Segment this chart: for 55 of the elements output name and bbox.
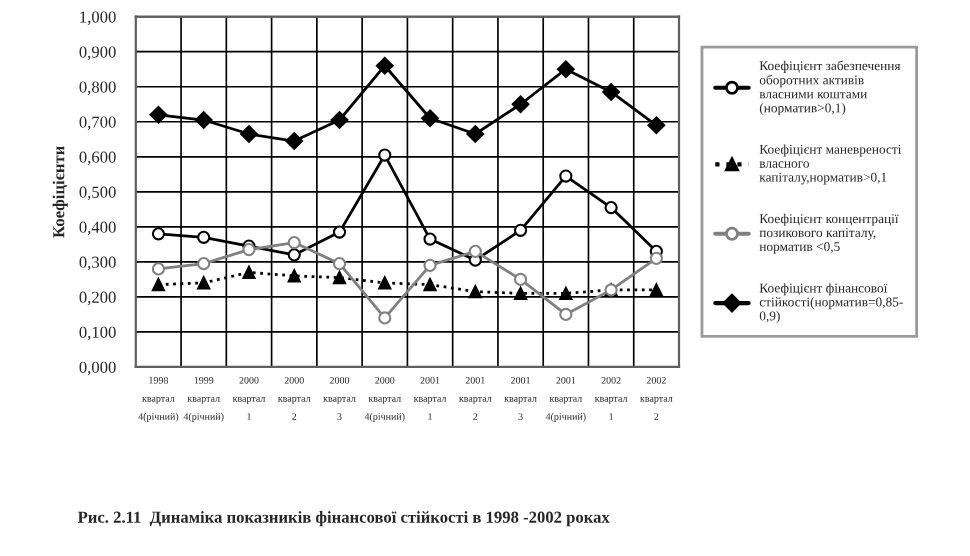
point <box>649 251 663 265</box>
point <box>468 285 482 299</box>
point <box>287 269 301 283</box>
point <box>287 236 301 250</box>
point <box>197 230 211 244</box>
point <box>559 169 573 183</box>
point <box>513 223 528 237</box>
point <box>604 200 618 215</box>
point <box>468 244 482 258</box>
point <box>242 265 256 279</box>
text: Рис. 2.11 Динаміка показників фінансової стійкості в 1998 -2002 роках <box>77 511 610 527</box>
point <box>330 111 349 129</box>
point <box>332 271 347 285</box>
point <box>602 83 620 101</box>
point <box>511 95 530 114</box>
point <box>378 311 392 325</box>
point <box>332 225 347 239</box>
point <box>423 278 437 292</box>
point <box>647 116 666 135</box>
point <box>151 278 166 292</box>
point <box>151 262 166 276</box>
point <box>332 257 347 271</box>
y-tick-label: 0,400 <box>79 221 116 236</box>
point <box>513 272 528 286</box>
point <box>423 258 437 272</box>
point <box>423 232 437 246</box>
y-tick-label: 0,900 <box>79 46 116 61</box>
y-tick-label: 0,500 <box>79 186 116 201</box>
point <box>375 56 394 75</box>
point <box>149 105 168 124</box>
point <box>378 148 392 162</box>
point <box>240 125 258 143</box>
point <box>556 60 575 79</box>
point <box>194 111 213 129</box>
point <box>421 109 439 128</box>
y-tick-label: 0,300 <box>79 256 116 271</box>
point <box>287 248 301 262</box>
y-tick-label: 1,000 <box>80 11 116 26</box>
y-tick-label: 0,100 <box>79 326 116 341</box>
point <box>466 125 485 143</box>
point <box>197 276 211 290</box>
y-tick-label: 0,200 <box>79 291 116 306</box>
point <box>378 276 392 290</box>
point <box>559 286 573 300</box>
point <box>559 307 573 322</box>
y-tick-label: 0,800 <box>79 81 116 96</box>
point <box>197 257 211 271</box>
point <box>285 132 304 150</box>
y-tick-label: 0,700 <box>79 116 116 131</box>
y-tick-label: 0,000 <box>79 361 116 376</box>
point <box>649 283 663 297</box>
point <box>151 227 166 241</box>
y-axis-title: Коефіцієнти <box>52 146 68 238</box>
y-tick-label: 0,600 <box>79 151 116 166</box>
point <box>513 286 528 300</box>
